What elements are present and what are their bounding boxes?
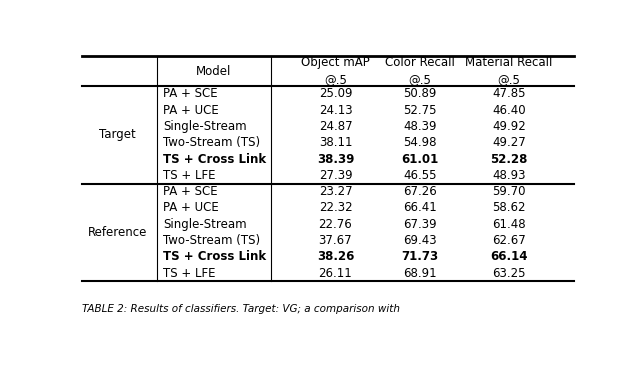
Text: 25.09: 25.09 — [319, 88, 352, 100]
Text: 54.98: 54.98 — [403, 136, 436, 149]
Text: 37.67: 37.67 — [319, 234, 352, 247]
Text: 22.76: 22.76 — [319, 218, 352, 231]
Text: TS + Cross Link: TS + Cross Link — [163, 153, 266, 166]
Text: PA + UCE: PA + UCE — [163, 104, 219, 117]
Text: 67.26: 67.26 — [403, 185, 436, 198]
Text: TS + LFE: TS + LFE — [163, 169, 215, 182]
Text: 68.91: 68.91 — [403, 267, 436, 280]
Text: Object mAP
@.5: Object mAP @.5 — [301, 56, 370, 86]
Text: 24.87: 24.87 — [319, 120, 352, 133]
Text: 52.75: 52.75 — [403, 104, 436, 117]
Text: 38.11: 38.11 — [319, 136, 352, 149]
Text: TS + Cross Link: TS + Cross Link — [163, 250, 266, 264]
Text: Color Recall
@.5: Color Recall @.5 — [385, 56, 454, 86]
Text: Two-Stream (TS): Two-Stream (TS) — [163, 136, 260, 149]
Text: 38.26: 38.26 — [317, 250, 354, 264]
Text: 63.25: 63.25 — [492, 267, 526, 280]
Text: 49.92: 49.92 — [492, 120, 526, 133]
Text: TS + LFE: TS + LFE — [163, 267, 215, 280]
Text: 48.93: 48.93 — [492, 169, 526, 182]
Text: 62.67: 62.67 — [492, 234, 526, 247]
Text: Single-Stream: Single-Stream — [163, 218, 246, 231]
Text: 24.13: 24.13 — [319, 104, 352, 117]
Text: 50.89: 50.89 — [403, 88, 436, 100]
Text: Target: Target — [99, 128, 136, 141]
Text: 69.43: 69.43 — [403, 234, 436, 247]
Text: 67.39: 67.39 — [403, 218, 436, 231]
Text: 52.28: 52.28 — [490, 153, 528, 166]
Text: Model: Model — [196, 65, 232, 78]
Text: 46.55: 46.55 — [403, 169, 436, 182]
Text: 26.11: 26.11 — [319, 267, 352, 280]
Text: 61.48: 61.48 — [492, 218, 526, 231]
Text: 47.85: 47.85 — [492, 88, 526, 100]
Text: 23.27: 23.27 — [319, 185, 352, 198]
Text: 59.70: 59.70 — [492, 185, 526, 198]
Text: Single-Stream: Single-Stream — [163, 120, 246, 133]
Text: Material Recall
@.5: Material Recall @.5 — [465, 56, 553, 86]
Text: PA + SCE: PA + SCE — [163, 185, 218, 198]
Text: 22.32: 22.32 — [319, 201, 352, 215]
Text: 58.62: 58.62 — [492, 201, 526, 215]
Text: 38.39: 38.39 — [317, 153, 354, 166]
Text: 66.14: 66.14 — [490, 250, 528, 264]
Text: PA + SCE: PA + SCE — [163, 88, 218, 100]
Text: 48.39: 48.39 — [403, 120, 436, 133]
Text: 71.73: 71.73 — [401, 250, 438, 264]
Text: PA + UCE: PA + UCE — [163, 201, 219, 215]
Text: 49.27: 49.27 — [492, 136, 526, 149]
Text: 61.01: 61.01 — [401, 153, 438, 166]
Text: 46.40: 46.40 — [492, 104, 526, 117]
Text: Reference: Reference — [88, 226, 147, 239]
Text: TABLE 2: Results of classifiers. Target: VG; a comparison with: TABLE 2: Results of classifiers. Target:… — [83, 304, 401, 314]
Text: 66.41: 66.41 — [403, 201, 436, 215]
Text: 27.39: 27.39 — [319, 169, 352, 182]
Text: Two-Stream (TS): Two-Stream (TS) — [163, 234, 260, 247]
